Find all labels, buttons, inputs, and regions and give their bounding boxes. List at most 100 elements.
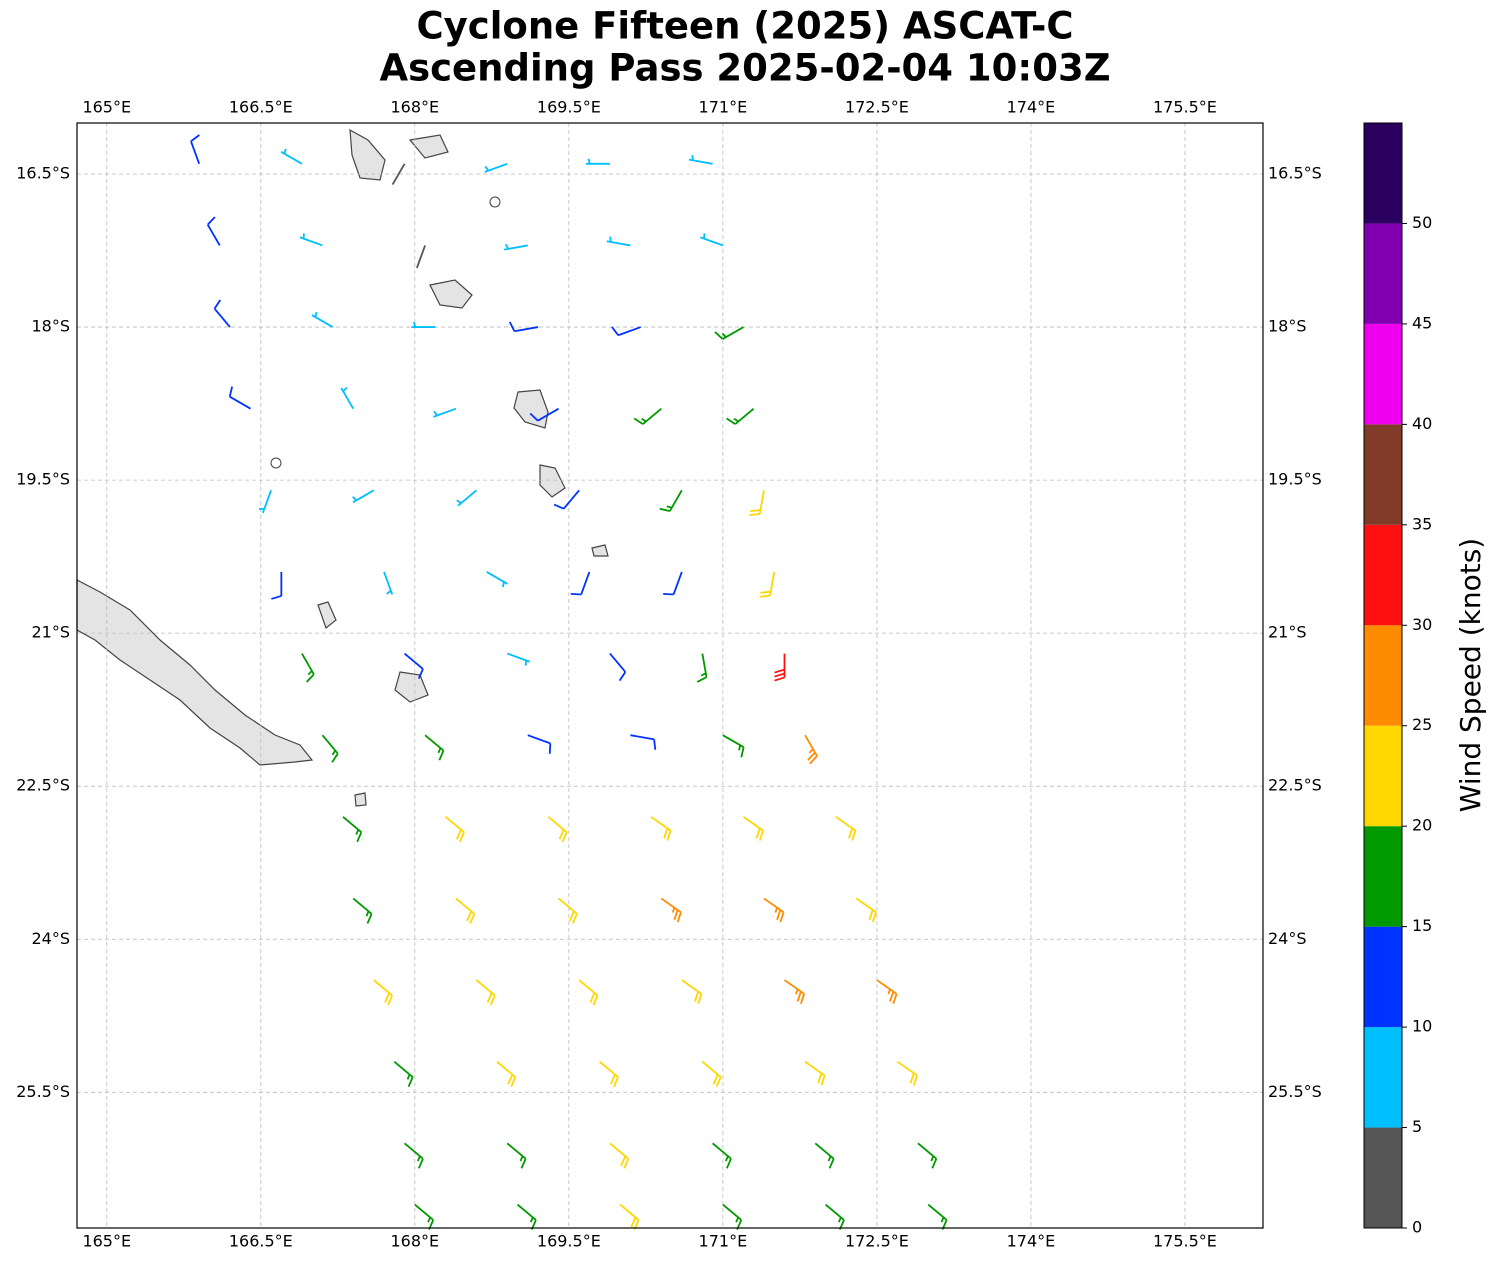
- wind-barb: [391, 163, 406, 186]
- wind-barb: [486, 571, 508, 588]
- wind-barb: [373, 979, 393, 1006]
- colorbar-tick-label: 15: [1412, 916, 1432, 935]
- x-tick-label: 165°E: [82, 98, 131, 117]
- wind-barb: [190, 134, 201, 165]
- wind-barb: [917, 1142, 938, 1169]
- wind-barb: [726, 407, 755, 425]
- land-island: [317, 601, 337, 629]
- wind-barb: [763, 897, 785, 923]
- colorbar-segment: [1364, 926, 1402, 1028]
- wind-barb: [611, 326, 642, 337]
- wind-barb: [570, 571, 591, 596]
- wind-barb: [475, 979, 496, 1006]
- wind-barb: [876, 979, 898, 1005]
- wind-barb: [714, 326, 744, 340]
- wind-barb: [403, 1142, 424, 1169]
- wind-barb: [529, 407, 560, 422]
- wind-barb: [804, 1060, 826, 1086]
- colorbar-tick-label: 0: [1412, 1218, 1422, 1237]
- wind-barb: [503, 243, 528, 251]
- colorbar-segment: [1364, 123, 1402, 224]
- colorbar-segment: [1364, 1127, 1402, 1228]
- x-tick-label: 169.5°E: [537, 1232, 601, 1251]
- wind-barb: [659, 489, 683, 512]
- land-island: [429, 279, 473, 309]
- wind-barb: [455, 897, 476, 924]
- wind-barb: [299, 233, 323, 247]
- wind-barb: [606, 236, 631, 247]
- wind-barb: [352, 489, 375, 504]
- colorbar-tick-label: 5: [1412, 1117, 1422, 1136]
- colorbar-frame: [1363, 122, 1403, 1229]
- wind-barb: [663, 571, 683, 596]
- wind-barb: [749, 490, 765, 517]
- wind-barb: [814, 1142, 835, 1169]
- wind-barb: [340, 386, 354, 410]
- y-tick-label: 21°S: [31, 623, 70, 642]
- wind-barb: [206, 216, 221, 246]
- y-tick-label: 22.5°S: [1268, 776, 1322, 795]
- y-tick-label: 16.5°S: [16, 164, 70, 183]
- x-tick-label: 172.5°E: [845, 1232, 909, 1251]
- wind-barb: [558, 897, 578, 924]
- land-island: [408, 134, 449, 159]
- wind-barb: [411, 321, 436, 328]
- wind-barb: [804, 734, 818, 765]
- land-new-caledonia: [76, 579, 314, 766]
- wind-barb: [433, 407, 457, 418]
- wind-barb: [228, 386, 251, 410]
- wind-barb: [700, 233, 724, 247]
- y-tick-label: 24°S: [1268, 929, 1307, 948]
- wind-barb: [456, 489, 478, 507]
- colorbar-segment: [1364, 424, 1402, 525]
- x-tick-label: 166.5°E: [229, 1232, 293, 1251]
- colorbar-segment: [1364, 223, 1402, 324]
- wind-barb: [722, 734, 745, 758]
- x-tick-label: 171°E: [699, 98, 748, 117]
- wind-barb: [712, 1142, 732, 1169]
- wind-barb: [403, 652, 424, 679]
- y-tick-label: 18°S: [31, 317, 70, 336]
- x-tick-label: 168°E: [391, 1232, 440, 1251]
- colorbar-tick-label: 45: [1412, 313, 1432, 332]
- land-island: [270, 457, 282, 469]
- y-tick-label: 19.5°S: [1268, 470, 1322, 489]
- y-tick-label: 25.5°S: [1268, 1082, 1322, 1101]
- barbs: [190, 134, 948, 1230]
- colorbar-tick-label: 50: [1412, 213, 1432, 232]
- y-tick-label: 18°S: [1268, 317, 1307, 336]
- x-tick-label: 171°E: [699, 1232, 748, 1251]
- wind-barb: [484, 162, 508, 173]
- land-island: [513, 389, 549, 429]
- wind-barb: [321, 734, 339, 763]
- colorbar-segment: [1364, 826, 1402, 927]
- colorbar-segment: [1364, 625, 1402, 726]
- x-tick-label: 166.5°E: [229, 98, 293, 117]
- chart-title: Cyclone Fifteen (2025) ASCAT-C: [417, 5, 1074, 48]
- wind-barb: [213, 299, 231, 328]
- colorbar-tick-label: 35: [1412, 514, 1432, 533]
- wind-barb: [506, 1142, 527, 1169]
- wind-barb: [896, 1060, 918, 1086]
- colorbar-tick-label: 10: [1412, 1017, 1432, 1036]
- colorbar-segment: [1364, 323, 1402, 425]
- wind-barb: [759, 571, 776, 598]
- wind-barb: [578, 979, 599, 1006]
- x-tick-label: 168°E: [391, 98, 440, 117]
- wind-barb: [352, 897, 373, 924]
- wind-barb: [681, 979, 703, 1005]
- land-island: [349, 128, 386, 181]
- x-tick-label: 172.5°E: [845, 98, 909, 117]
- wind-barb: [835, 816, 857, 841]
- x-tick-label: 175.5°E: [1153, 98, 1217, 117]
- wind-barb: [258, 490, 272, 514]
- colorbar-tick-label: 40: [1412, 414, 1432, 433]
- wind-barb: [271, 571, 283, 600]
- y-tick-label: 19.5°S: [16, 470, 70, 489]
- wind-barb: [311, 311, 334, 328]
- wind-barb: [383, 571, 394, 595]
- wind-barb: [527, 734, 552, 754]
- y-tick-label: 21°S: [1268, 623, 1307, 642]
- wind-barb: [280, 148, 303, 165]
